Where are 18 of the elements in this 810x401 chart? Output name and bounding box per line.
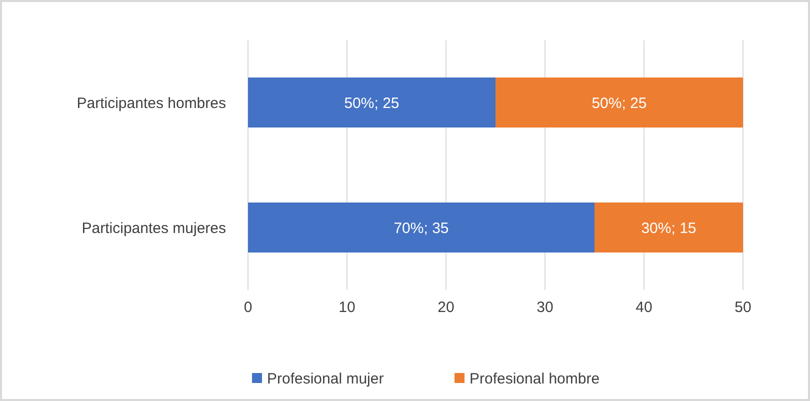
bar — [248, 202, 594, 252]
bar — [248, 78, 496, 128]
legend-label: Profesional mujer — [267, 370, 384, 388]
data-label: 70%; 35 — [394, 220, 449, 237]
x-tick-label: 10 — [338, 299, 356, 316]
legend-label: Profesional hombre — [470, 370, 600, 388]
x-tick-label: 0 — [244, 299, 252, 316]
data-label: 30%; 15 — [641, 220, 696, 237]
x-tick-label: 50 — [734, 299, 752, 316]
y-tick-label: Participantes hombres — [76, 94, 226, 112]
data-label: 50%; 25 — [592, 94, 647, 112]
data-label: 50%; 25 — [344, 94, 400, 112]
x-tick-label: 30 — [536, 299, 554, 316]
x-tick-label: 20 — [438, 299, 454, 316]
y-tick-label: Participantes mujeres — [82, 220, 226, 237]
bar — [594, 202, 743, 252]
x-tick-label: 40 — [636, 299, 652, 316]
bar — [496, 78, 743, 128]
